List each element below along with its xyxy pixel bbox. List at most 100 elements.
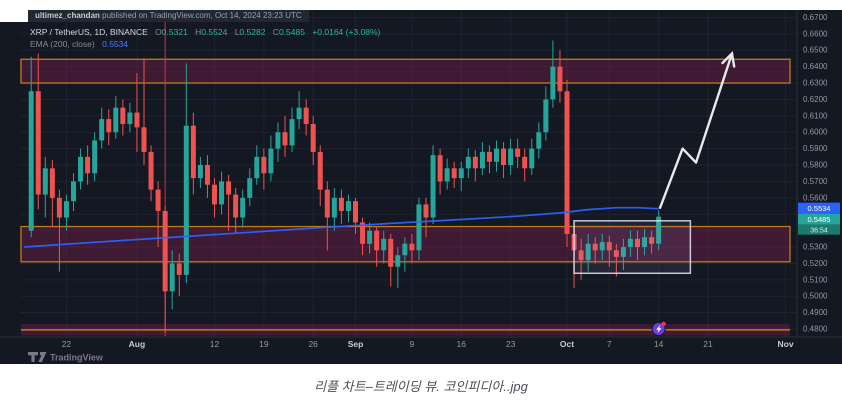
candle-up: [92, 140, 98, 174]
candle-up: [585, 243, 591, 261]
high-label: H: [195, 27, 202, 37]
price-tick-label: 0.6200: [803, 95, 828, 104]
candle-down: [635, 238, 640, 248]
candle-down: [49, 168, 55, 198]
time-tick-label: 12: [210, 339, 220, 349]
candle-down: [578, 250, 584, 261]
low-value: 0.5282: [239, 27, 266, 37]
price-tick-label: 0.6500: [803, 46, 828, 55]
candle-down: [106, 119, 112, 133]
price-tick-label: 0.6700: [803, 13, 828, 22]
candle-down: [141, 127, 147, 152]
attribution-text: published on TradingView.com, Oct 14, 20…: [99, 11, 302, 20]
candle-down: [204, 165, 210, 185]
time-tick-label: Oct: [560, 339, 574, 349]
candle-up: [479, 151, 485, 169]
close-value: 0.5485: [278, 27, 305, 37]
demand-zone: [20, 225, 791, 263]
ema-line: [24, 206, 659, 248]
price-tick-label: 0.6400: [803, 62, 828, 71]
candle-down: [606, 242, 612, 251]
candle-up: [536, 132, 542, 149]
time-tick-label: Aug: [129, 339, 146, 349]
price-chart[interactable]: 0.6700 0.6600 0.6500 0.6400 0.6300 0.6200 0.61…: [0, 0, 842, 365]
candle-up: [416, 204, 422, 251]
candle-up: [169, 263, 175, 292]
candle-up: [331, 197, 337, 218]
candle-up: [627, 238, 633, 248]
price-tick-label: 0.4800: [803, 325, 828, 334]
candle-down: [522, 156, 528, 169]
candle-up: [444, 168, 450, 182]
price-tick-label: 0.6100: [803, 111, 828, 120]
candle-up: [642, 237, 648, 248]
price-tick-label: 0.5100: [803, 275, 828, 284]
tradingview-logo-glyph: [38, 352, 47, 362]
open-label: O: [155, 27, 162, 37]
time-tick-label: 23: [506, 339, 516, 349]
candle-up: [71, 181, 76, 202]
time-tick-label: Nov: [778, 339, 794, 349]
time-tick-label: 9: [410, 339, 415, 349]
candle-down: [310, 124, 316, 152]
price-tick-label: 0.5600: [803, 193, 828, 202]
candle-up: [550, 66, 556, 100]
candle-down: [501, 148, 507, 166]
candle-up: [430, 155, 436, 218]
price-tick-label: 0.5800: [803, 161, 828, 170]
low-label: L: [234, 27, 240, 37]
candle-down: [338, 197, 344, 211]
candle-down: [85, 156, 91, 174]
candle-down: [451, 168, 457, 179]
candle-down: [176, 263, 182, 275]
candle-down: [317, 151, 323, 190]
countdown-badge: [798, 224, 840, 235]
publisher-username: ultimez_chandan: [35, 11, 100, 20]
ema-indicator-value: 0.5534: [102, 39, 129, 49]
projection-arrowhead: [721, 51, 736, 68]
candle-up: [28, 91, 34, 231]
candle-down: [592, 243, 598, 251]
time-tick-label: 7: [607, 339, 612, 349]
candle-down: [649, 237, 655, 244]
consolidation-box: [573, 220, 692, 275]
candle-up: [402, 243, 408, 256]
price-tick-label: 0.5200: [803, 259, 828, 268]
candle-down: [162, 210, 168, 292]
ema-price-badge: [798, 202, 840, 214]
price-tick-label: 0.6600: [803, 29, 828, 38]
candle-down: [423, 204, 429, 218]
ema-indicator-label[interactable]: EMA (200, close): [30, 39, 95, 49]
candle-up: [99, 119, 105, 141]
candle-down: [134, 112, 140, 128]
candle-up: [656, 216, 662, 244]
ema-price-badge-text: 0.5534: [808, 204, 831, 213]
price-tick-label: 0.6000: [803, 128, 828, 137]
time-tick-label: 19: [259, 339, 269, 349]
candle-up: [465, 156, 471, 169]
price-tick-label: 0.5700: [803, 177, 828, 186]
open-value: 0.5321: [161, 27, 188, 37]
price-tick-label: 0.5900: [803, 144, 828, 153]
candle-up: [345, 201, 351, 211]
candle-up: [42, 168, 48, 195]
corner-notch: [0, 10, 28, 22]
symbol-title[interactable]: XRP / TetherUS, 1D, BINANCE: [30, 27, 148, 37]
candle-down: [613, 250, 619, 257]
symbol-row: XRP / TetherUS, 1D, BINANCE O0.5321 H0.5…: [30, 26, 380, 38]
candle-down: [56, 197, 62, 218]
high-value: 0.5524: [201, 27, 228, 37]
candle-down: [564, 91, 570, 234]
price-tick-label: 0.4900: [803, 308, 828, 317]
candle-down: [190, 125, 196, 179]
candle-down: [557, 66, 563, 92]
time-tick-label: 14: [654, 339, 664, 349]
candle-up: [63, 201, 69, 218]
candle-down: [261, 156, 267, 174]
attribution-bar: ultimez_chandan published on TradingView…: [28, 10, 309, 22]
candle-up: [296, 107, 302, 120]
last-price-badge-text: 0.5485: [808, 215, 831, 224]
close-label: C: [272, 27, 279, 37]
candle-up: [268, 148, 274, 174]
chart-background: [0, 10, 842, 364]
